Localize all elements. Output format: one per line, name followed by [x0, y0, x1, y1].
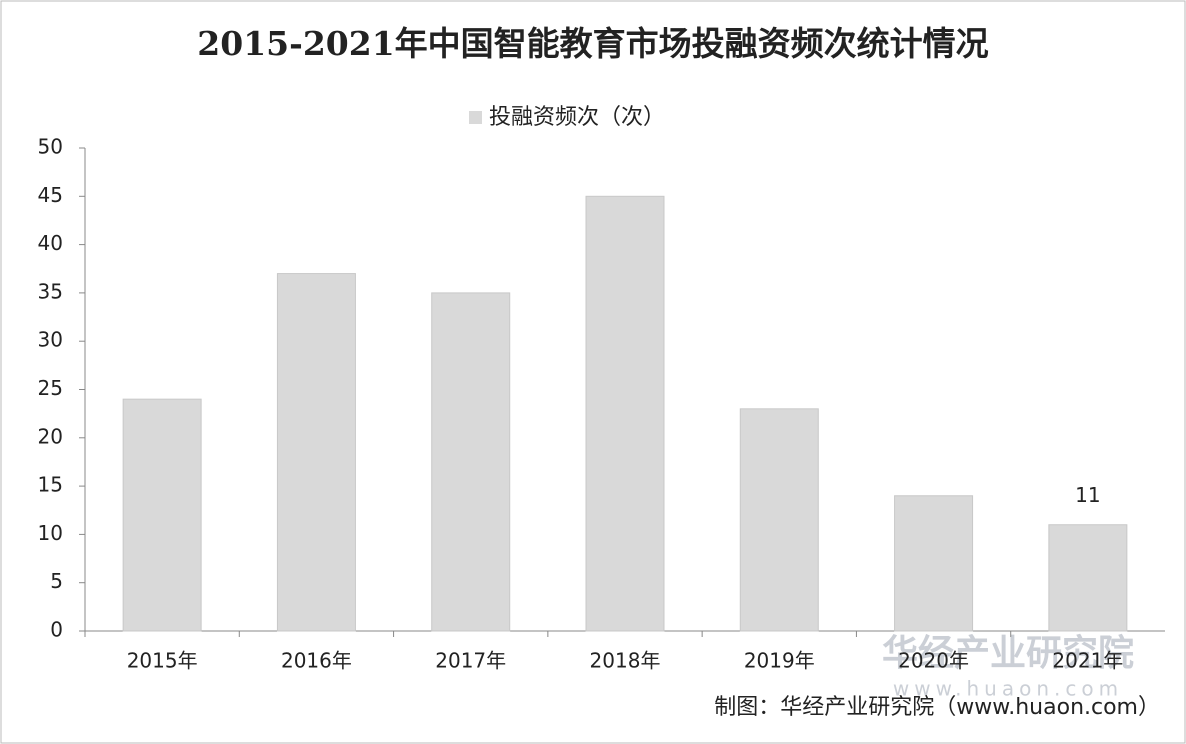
bar: [1048, 524, 1128, 632]
y-tick-label: 20: [38, 424, 63, 448]
chart-title: 2015-2021年中国智能教育市场投融资频次统计情况: [197, 24, 988, 63]
bar: [894, 495, 974, 632]
y-tick-label: 10: [38, 521, 63, 545]
legend-label: 投融资频次（次）: [489, 105, 665, 130]
x-tick-label: 2018年: [590, 649, 661, 673]
y-tick-label: 5: [50, 569, 63, 593]
x-tick-label: 2019年: [744, 649, 815, 673]
y-tick-label: 15: [38, 473, 63, 497]
legend-swatch: [469, 111, 482, 124]
y-tick-label: 45: [38, 183, 63, 207]
bar: [122, 398, 202, 632]
x-tick-label: 2015年: [127, 649, 198, 673]
y-tick-label: 30: [38, 328, 63, 352]
bar: [585, 195, 665, 632]
watermark-url: www.huaon.com: [893, 677, 1123, 701]
bar: [431, 292, 511, 632]
bar: [276, 273, 356, 632]
x-tick-label: 2016年: [281, 649, 352, 673]
y-tick-label: 50: [38, 135, 63, 159]
value-label: 11: [1075, 483, 1100, 507]
source-note: 制图：华经产业研究院（www.huaon.com）: [714, 695, 1160, 720]
bar: [739, 408, 819, 632]
watermark-name: 华经产业研究院: [882, 633, 1134, 674]
y-tick-label: 35: [38, 279, 63, 303]
x-tick-label: 2020年: [898, 649, 969, 673]
y-tick-label: 0: [50, 618, 63, 642]
x-tick-label: 2017年: [435, 649, 506, 673]
y-tick-label: 40: [38, 231, 63, 255]
x-tick-label: 2021年: [1052, 649, 1123, 673]
y-tick-label: 25: [38, 376, 63, 400]
